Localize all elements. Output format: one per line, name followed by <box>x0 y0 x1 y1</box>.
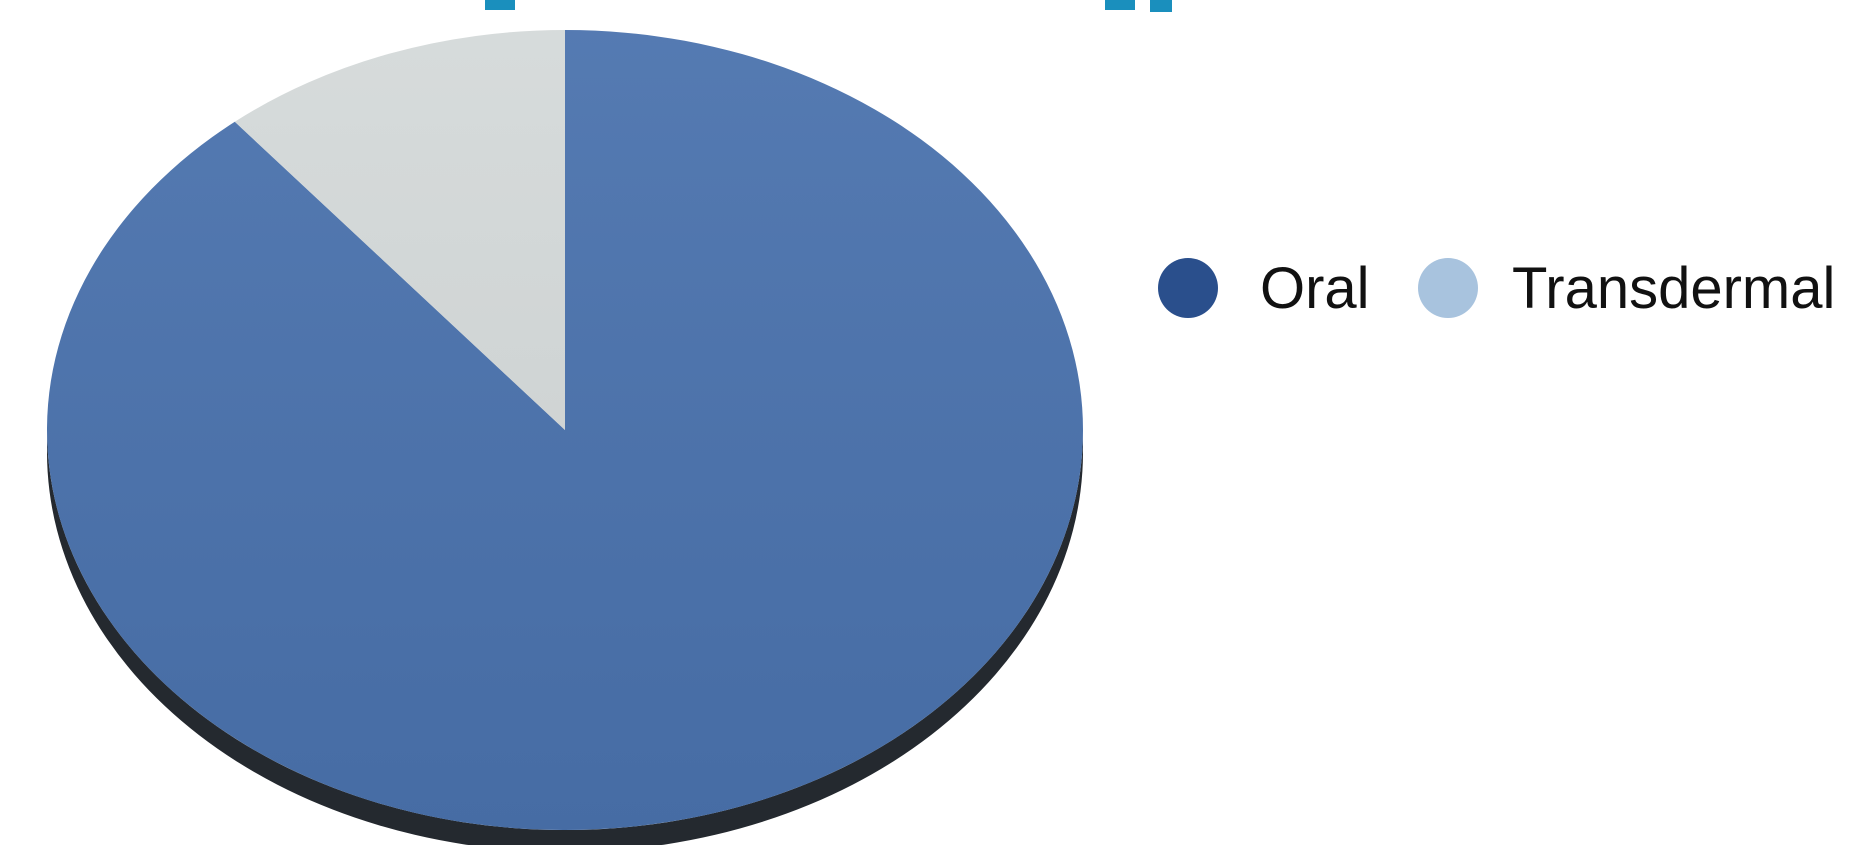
legend-swatch-oral <box>1158 258 1218 318</box>
legend-item-transdermal[interactable]: Transdermal <box>1418 256 1835 321</box>
legend-swatch-transdermal <box>1418 258 1478 318</box>
title-fragment <box>485 0 1172 12</box>
legend-label-transdermal: Transdermal <box>1512 256 1835 321</box>
legend-item-oral[interactable]: Oral <box>1158 256 1370 321</box>
legend: Oral Transdermal <box>1158 256 1835 321</box>
pie-slices <box>46 29 1083 831</box>
legend-label-oral: Oral <box>1260 256 1370 321</box>
